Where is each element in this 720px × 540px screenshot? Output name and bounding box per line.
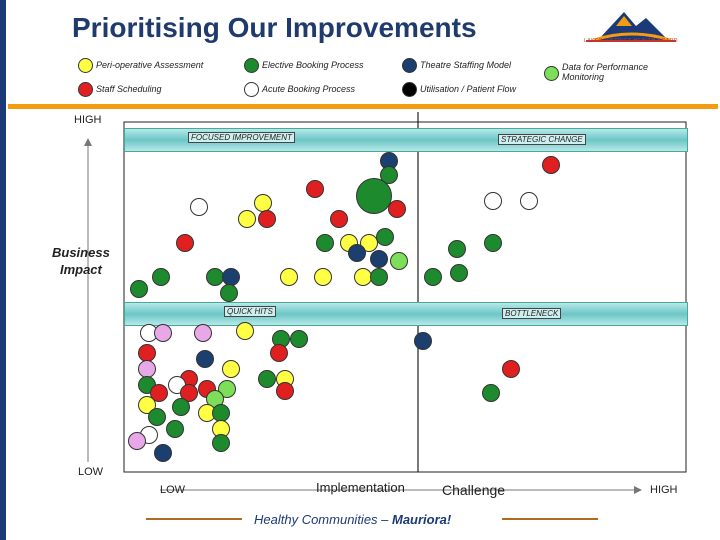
- improvement-node[interactable]: [290, 330, 308, 348]
- improvement-node[interactable]: [484, 192, 502, 210]
- legend-label-staff-scheduling: Staff Scheduling: [96, 84, 162, 94]
- slide-title: Prioritising Our Improvements: [72, 12, 477, 43]
- legend-swatch-data-performance: [544, 66, 559, 81]
- improvement-node[interactable]: [130, 280, 148, 298]
- slide-accent-bar: [0, 0, 6, 540]
- y-axis-title-line1: Business: [52, 245, 110, 260]
- footer-tagline: Healthy Communities – Mauriora!: [254, 512, 451, 527]
- y-axis-high: HIGH: [74, 114, 102, 126]
- improvement-node[interactable]: [520, 192, 538, 210]
- footer-tagline-prefix: Healthy Communities –: [254, 512, 392, 527]
- improvement-node[interactable]: [380, 166, 398, 184]
- improvement-node[interactable]: [450, 264, 468, 282]
- lakes-dhb-logo: [586, 12, 676, 42]
- legend-swatch-theatre-staffing: [402, 58, 417, 73]
- x-axis-high: HIGH: [650, 484, 678, 496]
- improvement-node[interactable]: [542, 156, 560, 174]
- improvement-node[interactable]: [176, 234, 194, 252]
- improvement-node[interactable]: [148, 408, 166, 426]
- improvement-node[interactable]: [330, 210, 348, 228]
- legend-swatch-elective-booking: [244, 58, 259, 73]
- improvement-node[interactable]: [222, 360, 240, 378]
- improvement-node[interactable]: [484, 234, 502, 252]
- improvement-node[interactable]: [270, 344, 288, 362]
- improvement-node[interactable]: [238, 210, 256, 228]
- legend-swatch-utilisation: [402, 82, 417, 97]
- improvement-node[interactable]: [258, 370, 276, 388]
- quadrant-quick-hits: QUICK HITS: [224, 306, 276, 317]
- improvement-node[interactable]: [448, 240, 466, 258]
- improvement-node[interactable]: [280, 268, 298, 286]
- improvement-node[interactable]: [370, 268, 388, 286]
- improvement-node[interactable]: [348, 244, 366, 262]
- improvement-node[interactable]: [414, 332, 432, 350]
- improvement-node[interactable]: [172, 398, 190, 416]
- improvement-node[interactable]: [316, 234, 334, 252]
- improvement-node[interactable]: [180, 384, 198, 402]
- x-axis-title: Implementation: [316, 480, 405, 495]
- improvement-node[interactable]: [376, 228, 394, 246]
- improvement-node[interactable]: [154, 444, 172, 462]
- legend-label-acute-booking: Acute Booking Process: [262, 84, 356, 94]
- improvement-node[interactable]: [276, 382, 294, 400]
- improvement-node[interactable]: [370, 250, 388, 268]
- improvement-node[interactable]: [388, 200, 406, 218]
- legend-swatch-peri-operative: [78, 58, 93, 73]
- y-axis-low: LOW: [78, 466, 104, 478]
- improvement-node[interactable]: [306, 180, 324, 198]
- quadrant-focused-improvement: FOCUSED IMPROVEMENT: [188, 132, 295, 143]
- improvement-node[interactable]: [502, 360, 520, 378]
- y-axis-title: Business Impact: [52, 244, 110, 278]
- improvement-node[interactable]: [254, 194, 272, 212]
- improvement-node[interactable]: [190, 198, 208, 216]
- improvement-node[interactable]: [194, 324, 212, 342]
- improvement-node[interactable]: [482, 384, 500, 402]
- improvement-node[interactable]: [220, 284, 238, 302]
- legend-swatch-acute-booking: [244, 82, 259, 97]
- improvement-node[interactable]: [154, 324, 172, 342]
- improvement-node[interactable]: [128, 432, 146, 450]
- footer-rule-left: [146, 518, 242, 520]
- x-axis-low: LOW: [160, 484, 186, 496]
- quadrant-bottleneck: BOTTLENECK: [502, 308, 562, 319]
- footer-rule-right: [502, 518, 598, 520]
- improvement-node[interactable]: [390, 252, 408, 270]
- legend-label-utilisation: Utilisation / Patient Flow: [420, 84, 517, 94]
- improvement-node[interactable]: [212, 434, 230, 452]
- quadrant-strategic-change: STRATEGIC CHANGE: [498, 134, 586, 145]
- improvement-node[interactable]: [356, 178, 392, 214]
- logo-wordmark: LAKES DISTRICT HEALTH BOARD: [584, 38, 678, 44]
- improvement-node[interactable]: [150, 384, 168, 402]
- improvement-node[interactable]: [196, 350, 214, 368]
- footer-tagline-mauriora: Mauriora!: [392, 512, 452, 527]
- improvement-node[interactable]: [424, 268, 442, 286]
- improvement-node[interactable]: [152, 268, 170, 286]
- x-axis-title-2: Challenge: [442, 482, 506, 498]
- legend-label-peri-operative: Peri-operative Assessment: [96, 60, 204, 70]
- improvement-node[interactable]: [236, 322, 254, 340]
- legend-label-data-performance: Data for Performance Monitoring: [562, 62, 649, 82]
- middle-band: [124, 302, 688, 326]
- legend-label-elective-booking: Elective Booking Process: [262, 60, 364, 70]
- improvement-node[interactable]: [166, 420, 184, 438]
- improvement-node[interactable]: [258, 210, 276, 228]
- legend-label-theatre-staffing: Theatre Staffing Model: [420, 60, 512, 70]
- legend-swatch-staff-scheduling: [78, 82, 93, 97]
- y-axis-title-line2: Impact: [59, 262, 102, 277]
- header-divider: [8, 104, 718, 109]
- improvement-node[interactable]: [314, 268, 332, 286]
